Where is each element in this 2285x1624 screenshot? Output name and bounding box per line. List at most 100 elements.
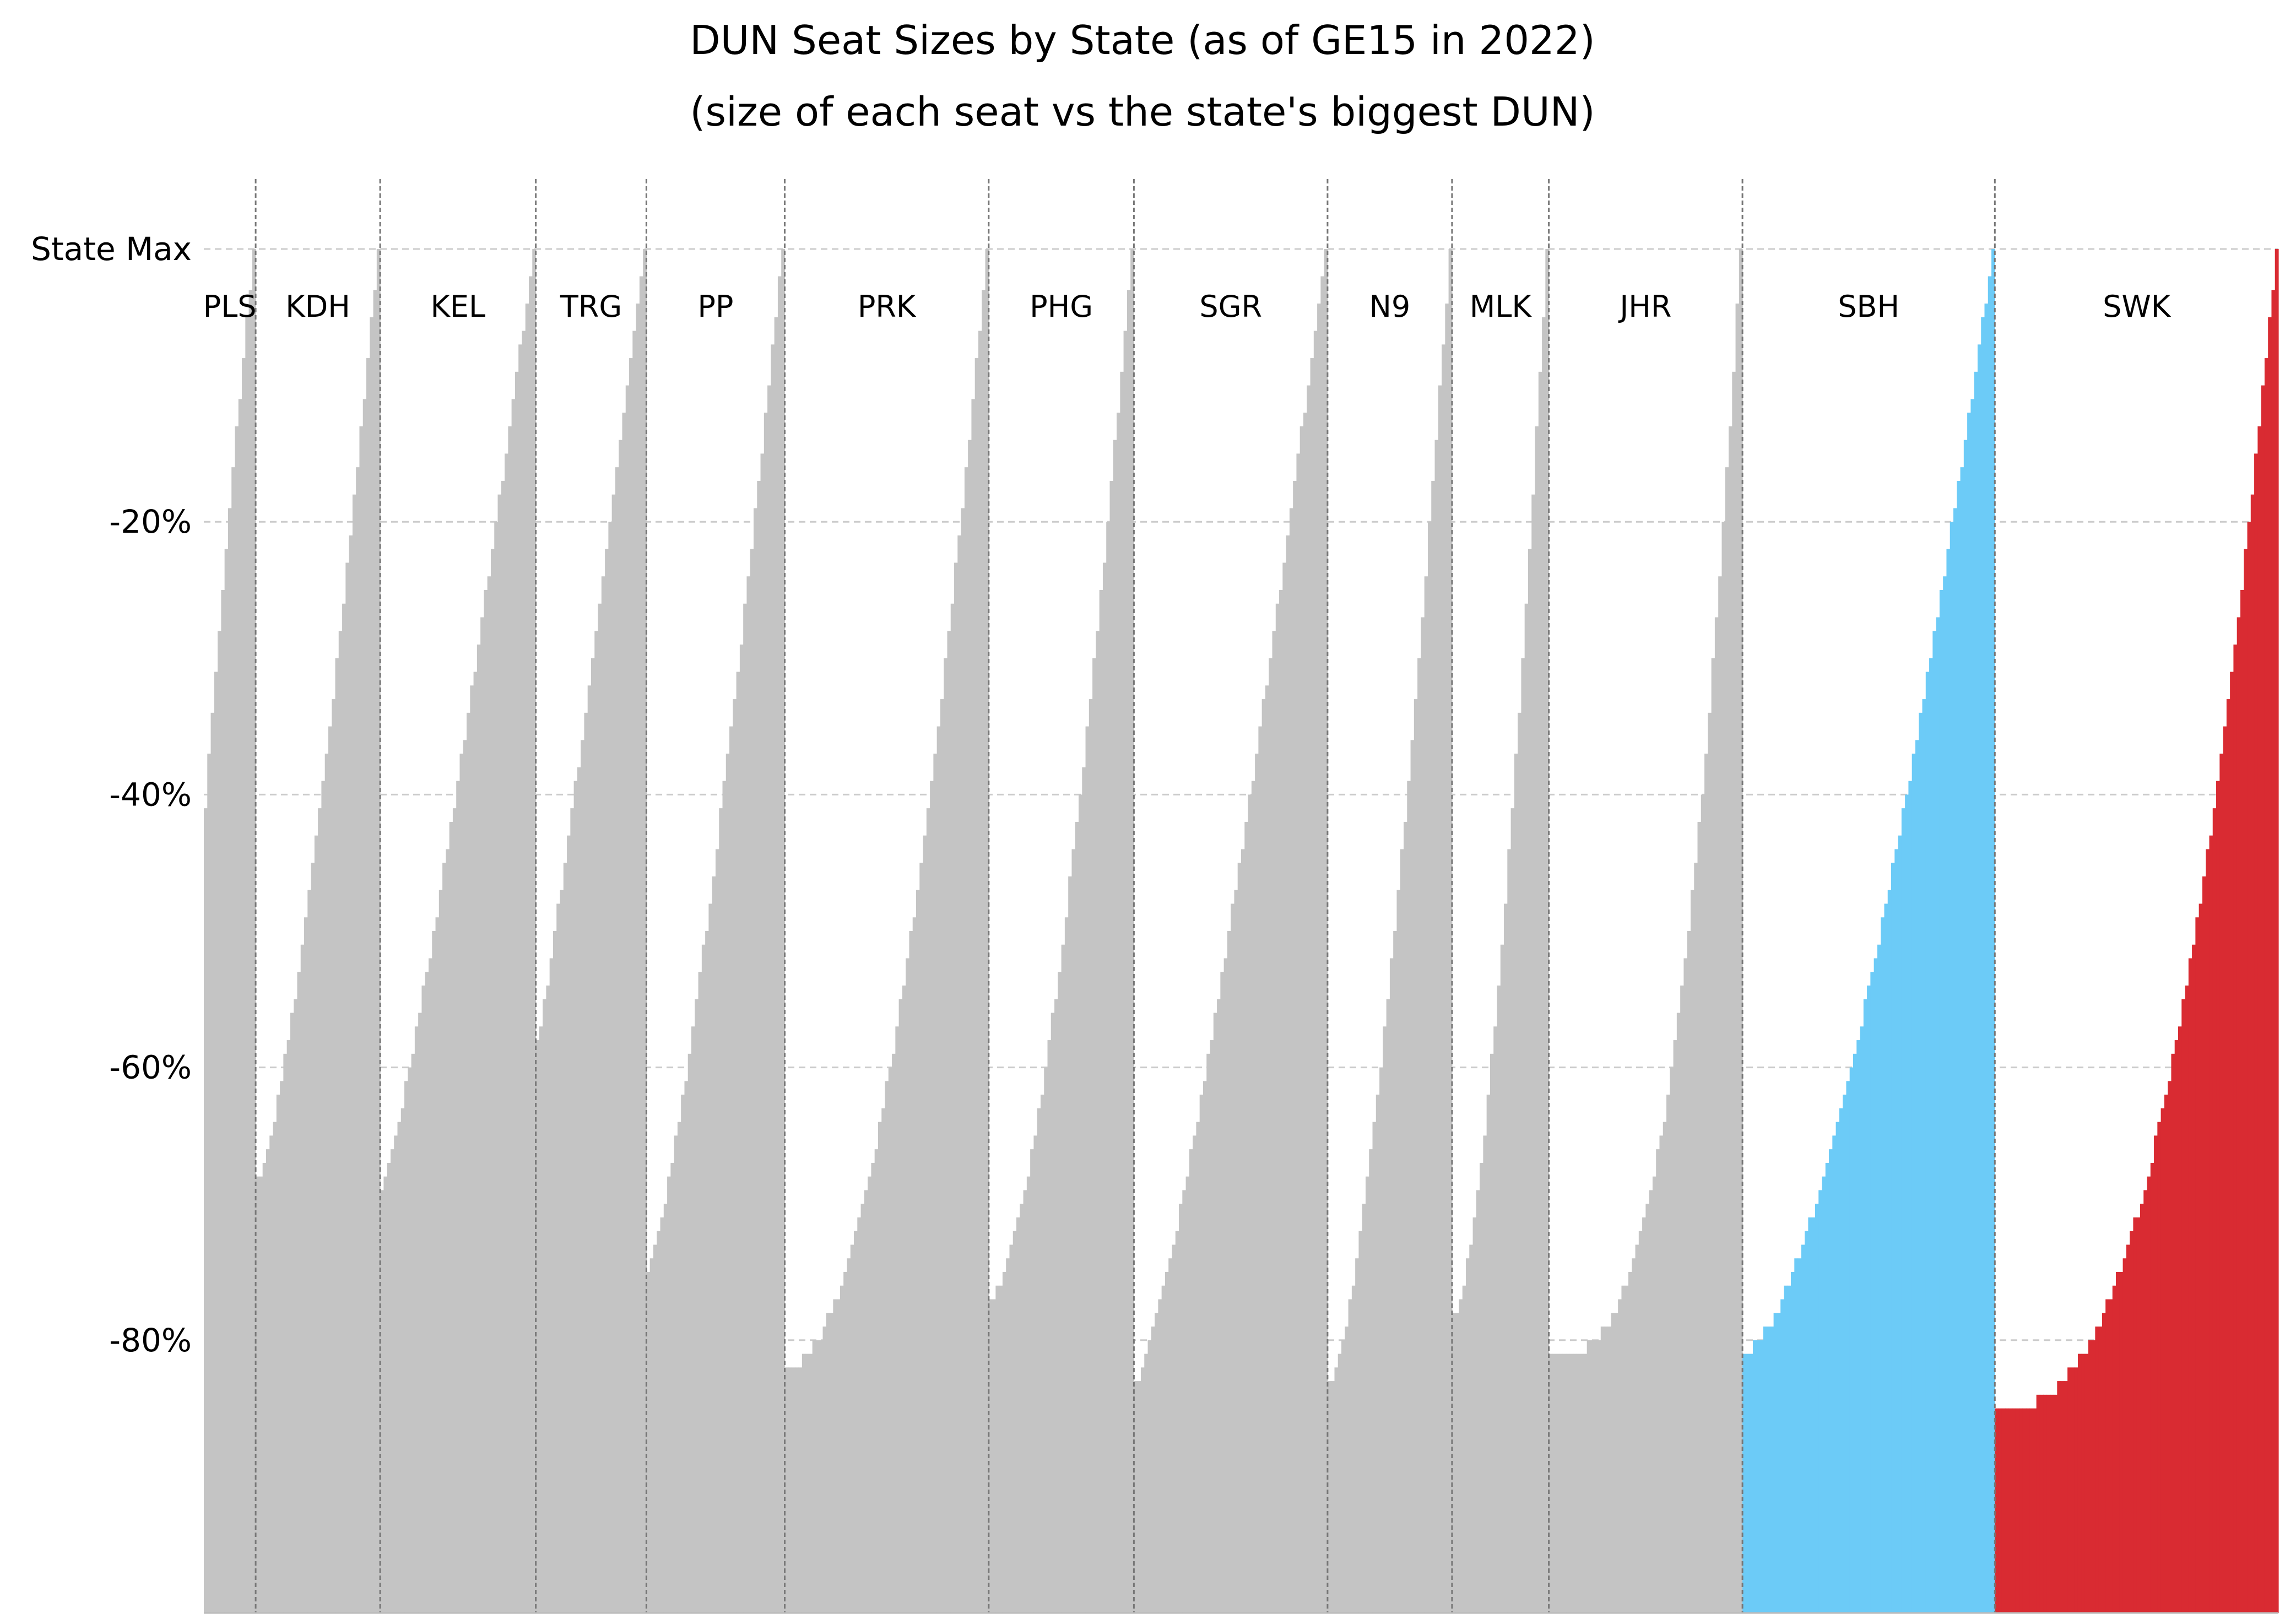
bar-jhr (1576, 1354, 1580, 1613)
bar-swk (2022, 1408, 2027, 1613)
bar-trg (543, 999, 546, 1613)
bar-trg (581, 740, 585, 1613)
bar-sbh (1805, 1231, 1808, 1613)
bar-swk (2178, 1026, 2182, 1613)
bar-kdh (300, 944, 305, 1613)
bar-pp (743, 603, 748, 1613)
bar-swk (2174, 1040, 2179, 1613)
bar-swk (2012, 1408, 2016, 1613)
bar-trg (625, 385, 630, 1613)
bar-n9 (1369, 1149, 1373, 1613)
bar-prk (957, 535, 962, 1614)
bar-n9 (1417, 658, 1421, 1613)
bar-pls (204, 808, 208, 1613)
bar-swk (2036, 1394, 2040, 1613)
bar-phg (1127, 290, 1131, 1613)
bar-jhr (1704, 754, 1708, 1613)
bar-pp (722, 781, 727, 1613)
bar-sbh (1780, 1299, 1785, 1613)
bar-swk (2026, 1408, 2030, 1613)
bar-swk (2005, 1408, 2010, 1613)
bar-jhr (1697, 821, 1702, 1613)
state-group-n9 (1327, 249, 1453, 1614)
bar-swk (2105, 1299, 2110, 1613)
bar-sbh (1970, 399, 1975, 1614)
bar-n9 (1404, 821, 1407, 1613)
bar-sgr (1155, 1313, 1158, 1613)
bar-prk (788, 1367, 792, 1613)
bar-phg (1012, 1231, 1017, 1613)
chart-title: DUN Seat Sizes by State (as of GE15 in 2… (690, 17, 1595, 63)
bar-jhr (1714, 617, 1719, 1613)
bar-phg (1033, 1135, 1038, 1613)
bar-kdh (342, 603, 346, 1613)
bar-jhr (1652, 1176, 1656, 1613)
bar-prk (792, 1367, 795, 1613)
bar-sbh (1787, 1285, 1791, 1613)
bar-jhr (1590, 1340, 1594, 1613)
bar-kdh (321, 781, 326, 1613)
bar-sbh (1763, 1327, 1767, 1613)
bar-prk (857, 1217, 862, 1613)
bar-swk (2261, 385, 2265, 1613)
bar-swk (2199, 903, 2203, 1613)
bar-kel (487, 576, 491, 1613)
bar-jhr (1621, 1285, 1626, 1613)
bar-pp (771, 344, 775, 1613)
bar-sbh (1977, 344, 1981, 1613)
bar-kdh (266, 1149, 270, 1613)
bar-kel (383, 1176, 388, 1613)
bar-n9 (1358, 1231, 1363, 1613)
bar-phg (999, 1285, 1003, 1613)
bar-trg (553, 931, 557, 1613)
bar-pp (760, 453, 765, 1614)
bar-sbh (1991, 249, 1995, 1613)
bar-n9 (1379, 1067, 1383, 1613)
bar-sbh (1936, 617, 1940, 1613)
bar-swk (1998, 1408, 2002, 1613)
bar-n9 (1338, 1354, 1342, 1613)
bar-sgr (1175, 1231, 1179, 1613)
bar-prk (930, 781, 934, 1613)
bar-jhr (1680, 986, 1685, 1613)
bar-swk (2077, 1354, 2082, 1613)
bar-sbh (1925, 672, 1930, 1613)
bar-sbh (1752, 1340, 1757, 1613)
bar-prk (923, 835, 927, 1613)
bar-sbh (1984, 304, 1989, 1613)
bar-phg (1044, 1067, 1048, 1613)
bar-sbh (1967, 413, 1971, 1613)
bar-sgr (1310, 358, 1314, 1613)
bar-prk (881, 1108, 886, 1613)
bar-sgr (1265, 685, 1269, 1613)
bar-jhr (1566, 1354, 1570, 1613)
bar-prk (933, 754, 938, 1613)
bar-trg (643, 249, 647, 1613)
y-tick-label: -20% (109, 503, 192, 540)
bar-kel (532, 249, 537, 1613)
bar-swk (2271, 290, 2276, 1613)
bar-pp (657, 1231, 661, 1613)
bar-sbh (1915, 740, 1919, 1613)
bars (204, 249, 2279, 1614)
bar-swk (2223, 726, 2227, 1613)
bar-n9 (1445, 304, 1449, 1613)
bar-jhr (1628, 1272, 1632, 1613)
bar-jhr (1607, 1327, 1612, 1613)
bar-swk (2067, 1367, 2071, 1613)
bar-sgr (1234, 890, 1238, 1613)
bar-sgr (1185, 1176, 1190, 1613)
state-label-pp: PP (697, 289, 733, 324)
bar-mlk (1472, 1217, 1477, 1613)
bar-prk (805, 1354, 810, 1613)
bar-kel (421, 986, 426, 1613)
bar-n9 (1348, 1299, 1352, 1613)
bar-swk (2050, 1394, 2054, 1613)
bar-jhr (1573, 1354, 1577, 1613)
bar-sgr (1279, 590, 1283, 1613)
bar-sgr (1206, 1053, 1211, 1613)
bar-phg (1113, 440, 1117, 1613)
bar-jhr (1635, 1244, 1639, 1613)
bar-n9 (1372, 1122, 1377, 1613)
bar-sbh (1853, 1053, 1857, 1613)
